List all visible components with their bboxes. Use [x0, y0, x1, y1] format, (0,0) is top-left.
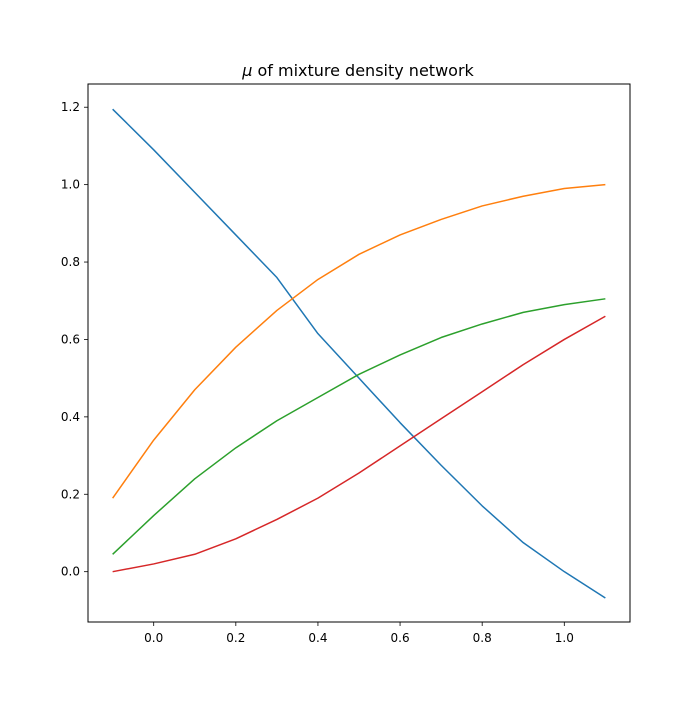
x-tick-label: 0.0 — [144, 631, 163, 645]
chart-title-symbol: μ — [241, 61, 252, 80]
x-tick-label: 1.0 — [555, 631, 574, 645]
x-tick-label: 0.8 — [473, 631, 492, 645]
plot-frame — [87, 83, 631, 623]
axes-group: 0.0 0.2 0.4 0.6 0.8 1.0 0.0 0.2 0.4 0.6 0.8 1.0 1.2 — [61, 100, 574, 645]
y-tick-label: 0.0 — [61, 565, 80, 579]
y-tick-label: 0.4 — [61, 410, 80, 424]
y-tick-label: 0.8 — [61, 255, 80, 269]
y-tick-label: 0.2 — [61, 487, 80, 501]
x-tick-label: 0.6 — [391, 631, 410, 645]
x-tick-label: 0.2 — [226, 631, 245, 645]
series-line-2 — [112, 183, 606, 499]
series-line-1 — [112, 108, 606, 599]
series-line-3 — [112, 298, 606, 555]
chart-title-rest: of mixture density network — [252, 61, 474, 80]
x-tick-label: 0.4 — [308, 631, 327, 645]
y-tick-label: 1.0 — [61, 178, 80, 192]
y-tick-label: 0.6 — [61, 332, 80, 346]
chart-title: μ of mixture density network — [241, 61, 474, 80]
y-tick-label: 1.2 — [61, 100, 80, 114]
series-line-4 — [112, 315, 606, 573]
series-group — [112, 108, 606, 599]
